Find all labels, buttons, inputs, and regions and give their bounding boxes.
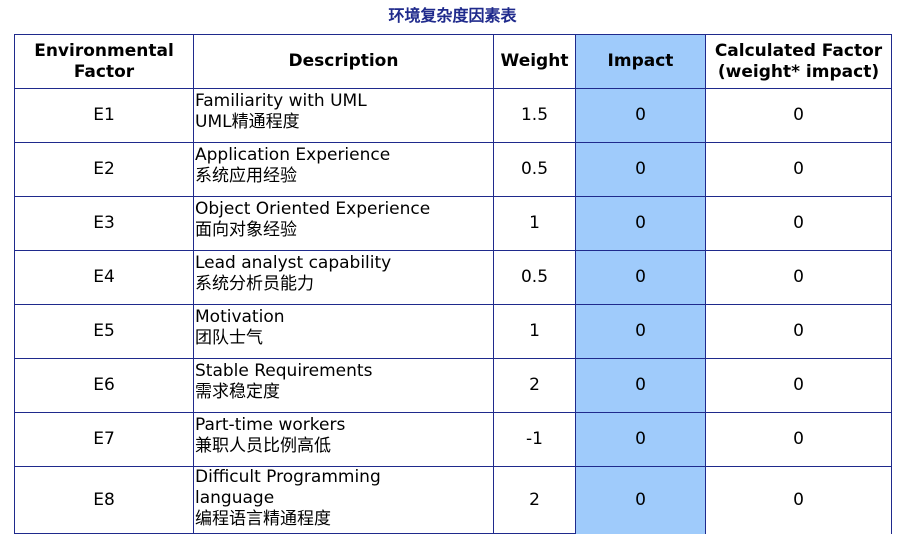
table-row: E4 Lead analyst capability 系统分析员能力 0.5 0… [14,250,892,305]
description-english: Difficult Programming [195,467,381,488]
factor-id-cell: E2 [14,142,194,197]
factor-id-cell: E4 [14,250,194,305]
description-english: Stable Requirements [195,361,373,381]
impact-cell[interactable]: 0 [575,358,706,413]
description-chinese: 系统应用经验 [195,166,297,186]
weight-cell: -1 [493,412,576,467]
page-title: 环境复杂度因素表 [388,6,517,25]
calculated-factor-cell: 0 [705,358,892,413]
table-row: E1 Familiarity with UML UML精通程度 1.5 0 0 [14,88,892,143]
calculated-factor-cell: 0 [705,412,892,467]
weight-cell: 1 [493,304,576,359]
description-chinese: 需求稳定度 [195,382,280,402]
impact-cell[interactable]: 0 [575,142,706,197]
description-cell: Lead analyst capability 系统分析员能力 [193,250,494,305]
header-impact: Impact [575,34,706,89]
description-chinese: 兼职人员比例高低 [195,436,331,456]
weight-cell: 1.5 [493,88,576,143]
weight-cell: 1 [493,196,576,251]
description-chinese: 编程语言精通程度 [195,509,331,529]
header-calculated-line-1: Calculated Factor [714,40,883,61]
weight-cell: 0.5 [493,142,576,197]
calculated-factor-cell: 0 [705,196,892,251]
description-english: Lead analyst capability [195,253,392,273]
impact-cell[interactable]: 0 [575,466,706,534]
description-cell: Familiarity with UML UML精通程度 [193,88,494,143]
calculated-factor-cell: 0 [705,250,892,305]
description-cell: Motivation 团队士气 [193,304,494,359]
description-english: Part-time workers [195,415,346,435]
calculated-factor-cell: 0 [705,466,892,534]
weight-cell: 2 [493,358,576,413]
table-row: E6 Stable Requirements 需求稳定度 2 0 0 [14,358,892,413]
impact-cell[interactable]: 0 [575,412,706,467]
description-english: Application Experience [195,145,391,165]
description-chinese: UML精通程度 [195,112,300,132]
table-row: E7 Part-time workers 兼职人员比例高低 -1 0 0 [14,412,892,467]
table-row: E5 Motivation 团队士气 1 0 0 [14,304,892,359]
impact-cell[interactable]: 0 [575,250,706,305]
factor-id-cell: E5 [14,304,194,359]
table-row: E2 Application Experience 系统应用经验 0.5 0 0 [14,142,892,197]
description-english: Familiarity with UML [195,91,367,111]
description-cell: Difficult Programming language 编程语言精通程度 [193,466,494,534]
factor-id-cell: E3 [14,196,194,251]
impact-cell[interactable]: 0 [575,304,706,359]
description-english: Object Oriented Experience [195,199,431,219]
calculated-factor-cell: 0 [705,88,892,143]
factor-id-cell: E1 [14,88,194,143]
impact-cell[interactable]: 0 [575,196,706,251]
description-chinese: 面向对象经验 [195,220,297,240]
environmental-factor-table: Environmental Factor Description Weight … [14,34,892,534]
header-factor-line-2: Factor [73,61,135,82]
impact-cell[interactable]: 0 [575,88,706,143]
header-factor-line-1: Environmental [34,40,174,61]
description-cell: Part-time workers 兼职人员比例高低 [193,412,494,467]
table-row: E3 Object Oriented Experience 面向对象经验 1 0… [14,196,892,251]
description-chinese: 系统分析员能力 [195,274,314,294]
header-calculated-factor: Calculated Factor (weight* impact) [705,34,892,89]
description-english: Motivation [195,307,285,327]
header-row: Environmental Factor Description Weight … [14,34,892,89]
description-cell: Application Experience 系统应用经验 [193,142,494,197]
factor-id-cell: E8 [14,466,194,534]
calculated-factor-cell: 0 [705,304,892,359]
factor-id-cell: E6 [14,358,194,413]
weight-cell: 0.5 [493,250,576,305]
description-chinese: 团队士气 [195,328,263,348]
header-description: Description [193,34,494,89]
factor-id-cell: E7 [14,412,194,467]
description-cell: Object Oriented Experience 面向对象经验 [193,196,494,251]
header-environmental-factor: Environmental Factor [14,34,194,89]
description-english-continued: language [195,488,275,508]
header-weight: Weight [493,34,576,89]
weight-cell: 2 [493,466,576,534]
table-row: E8 Difficult Programming language 编程语言精通… [14,466,892,534]
calculated-factor-cell: 0 [705,142,892,197]
header-calculated-line-2: (weight* impact) [717,61,880,82]
description-cell: Stable Requirements 需求稳定度 [193,358,494,413]
